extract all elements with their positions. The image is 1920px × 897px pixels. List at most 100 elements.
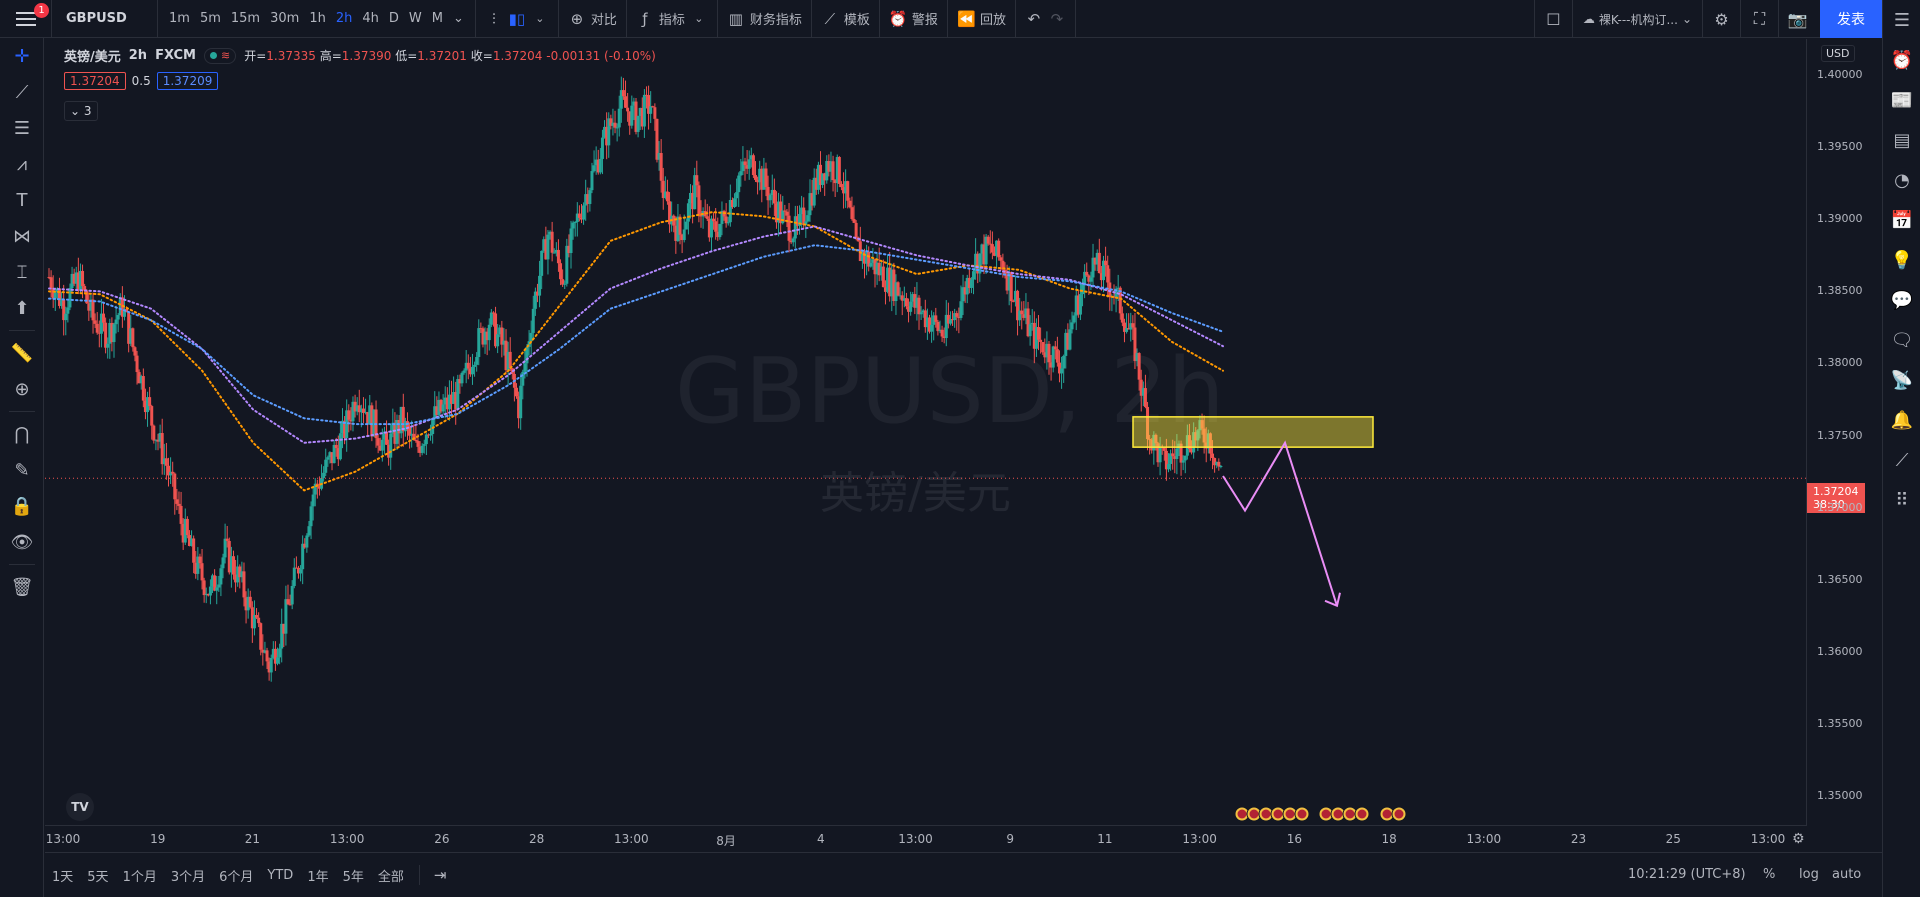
pitchfork-icon[interactable]: ⩘	[16, 153, 28, 175]
ideas-lightbulb-icon[interactable]: 💡	[1890, 249, 1914, 271]
replay-button[interactable]: ⏪ 回放	[948, 0, 1016, 38]
streams-icon[interactable]: 📡	[1890, 369, 1914, 391]
interval-1h[interactable]: 1h	[309, 11, 326, 26]
bar-style-button[interactable]: ⫶ ▮▯ ⌄	[476, 0, 559, 38]
redo-icon[interactable]: ↷	[1050, 9, 1064, 28]
price-chart-svg[interactable]	[45, 39, 1807, 825]
lock-icon[interactable]: 🔒	[10, 495, 34, 517]
tradingview-logo-icon[interactable]: TV	[66, 793, 94, 821]
range-ytd[interactable]: YTD	[267, 867, 294, 883]
trash-icon[interactable]: 🗑	[10, 576, 34, 598]
interval-2h[interactable]: 2h	[335, 11, 353, 26]
interval-w[interactable]: W	[408, 11, 422, 26]
range-1y[interactable]: 1年	[307, 869, 329, 885]
price-scale[interactable]: USD 1.37204 38:30 1.40000 1.39500 1.39000 1…	[1806, 39, 1882, 825]
candle-body	[299, 569, 303, 574]
ruler-icon[interactable]: 📏	[10, 342, 34, 364]
interval-5m[interactable]: 5m	[199, 11, 221, 26]
scale-settings-gear-icon[interactable]: ⚙	[1792, 831, 1805, 847]
compare-button[interactable]: ⊕ 对比	[559, 0, 627, 38]
messages-icon[interactable]: 🗨	[1890, 329, 1914, 351]
chart-pane[interactable]: GBPUSD, 2h 英镑/美元	[45, 39, 1807, 825]
candle-body	[777, 201, 781, 223]
go-to-date-icon[interactable]: ⇥	[433, 866, 447, 884]
range-1m[interactable]: 1个月	[122, 869, 157, 885]
fullscreen-toggle-square-icon[interactable]: ☐	[1533, 0, 1572, 38]
event-flag-inner	[1345, 809, 1355, 819]
layout-selector[interactable]: ☁ 裸K---机构订... ⌄	[1571, 0, 1702, 38]
candle-body	[517, 396, 521, 419]
alerts-clock-icon[interactable]: ⏰	[1890, 49, 1914, 71]
range-3m[interactable]: 3个月	[170, 869, 206, 885]
sell-price-box[interactable]: 1.37204	[64, 72, 126, 90]
range-all[interactable]: 全部	[377, 869, 404, 885]
currency-selector[interactable]: USD	[1821, 45, 1855, 62]
more-dots-icon[interactable]: ⠿	[1895, 489, 1909, 511]
clock-timezone[interactable]: 10:21:29 (UTC+8)	[1628, 867, 1746, 882]
prediction-icon[interactable]: ⌶	[16, 261, 28, 283]
notifications-bell-icon[interactable]: 🔔	[1890, 409, 1914, 431]
candle-body	[833, 180, 837, 184]
range-1d[interactable]: 1天	[52, 869, 74, 885]
range-5y[interactable]: 5年	[342, 869, 364, 885]
interval-1m[interactable]: 1m	[169, 11, 190, 26]
auto-toggle[interactable]: auto	[1832, 867, 1862, 882]
interval-4h[interactable]: 4h	[362, 11, 379, 26]
price-tick-label: 1.36000	[1817, 644, 1863, 658]
chat-icon[interactable]: 💬	[1890, 289, 1914, 311]
candle-body	[829, 161, 833, 172]
news-icon[interactable]: 📰	[1890, 89, 1914, 111]
settings-gear-icon[interactable]: ⚙	[1702, 0, 1740, 38]
undo-icon[interactable]: ↶	[1027, 9, 1041, 28]
stay-in-drawing-pencil-icon[interactable]: ✎	[14, 459, 30, 481]
interval-m[interactable]: M	[431, 11, 443, 26]
candle-body	[678, 216, 682, 235]
candle-body	[1171, 453, 1175, 457]
calendar-icon[interactable]: 📅	[1890, 209, 1914, 231]
time-tick-label: 18	[1381, 832, 1397, 846]
candle-body	[1106, 265, 1110, 283]
indicators-collapse-toggle[interactable]: ⌄ 3	[64, 101, 98, 121]
financials-button[interactable]: ▥ 财务指标	[718, 0, 812, 38]
eye-icon[interactable]: 👁	[10, 531, 34, 553]
interval-d[interactable]: D	[388, 11, 399, 26]
trend-line-icon[interactable]: ⟋	[15, 81, 29, 103]
interval-30m[interactable]: 30m	[270, 11, 300, 26]
indicators-button[interactable]: ƒ 指标 ⌄	[627, 0, 718, 38]
candle-body	[978, 253, 982, 274]
camera-snapshot-icon[interactable]: 📷	[1778, 0, 1816, 38]
publish-button[interactable]: 发表	[1820, 0, 1882, 38]
alert-button[interactable]: ⏰ 警报	[880, 0, 948, 38]
percent-toggle[interactable]: %	[1763, 867, 1776, 882]
hotlist-icon[interactable]: ◔	[1894, 169, 1910, 191]
candle-body	[651, 106, 655, 108]
candle-body	[577, 213, 581, 218]
main-menu-button[interactable]: 1	[0, 0, 52, 38]
time-scale[interactable]: 13:00 19 21 13:00 26 28 13:00 8月 4 13:00 9 11 13:00 1…	[45, 825, 1807, 851]
range-5d[interactable]: 5天	[87, 869, 109, 885]
horizontal-lines-icon[interactable]: ☰	[13, 117, 31, 139]
magnet-icon[interactable]: ⋂	[14, 423, 30, 445]
templates-button[interactable]: ⟋ 模板	[812, 0, 880, 38]
data-window-icon[interactable]: ▤	[1893, 129, 1911, 151]
pattern-icon[interactable]: ⋈	[13, 225, 31, 247]
text-icon[interactable]: T	[16, 189, 28, 211]
watchlist-icon[interactable]: ☰	[1893, 9, 1911, 31]
legend-symbol-name[interactable]: 英镑/美元	[64, 50, 121, 65]
crosshair-icon[interactable]: ✛	[14, 45, 30, 67]
candle-body	[967, 277, 971, 288]
candle-body	[259, 623, 263, 650]
buy-price-box[interactable]: 1.37209	[156, 72, 219, 90]
interval-dropdown-chevron-icon[interactable]: ⌄	[452, 11, 464, 26]
range-6m[interactable]: 6个月	[219, 869, 254, 885]
market-status-badge[interactable]: ≋	[203, 47, 237, 64]
interval-15m[interactable]: 15m	[230, 11, 261, 26]
log-toggle[interactable]: log	[1799, 867, 1819, 882]
arrow-up-icon[interactable]: ⬆	[14, 297, 30, 319]
candle-body	[250, 607, 254, 629]
trading-icon[interactable]: ⟋	[1895, 449, 1909, 471]
fullscreen-icon[interactable]: ⛶	[1740, 0, 1778, 38]
zoom-in-icon[interactable]: ⊕	[14, 378, 30, 400]
candle-body	[72, 273, 76, 284]
symbol-search-button[interactable]: GBPUSD	[52, 0, 158, 38]
